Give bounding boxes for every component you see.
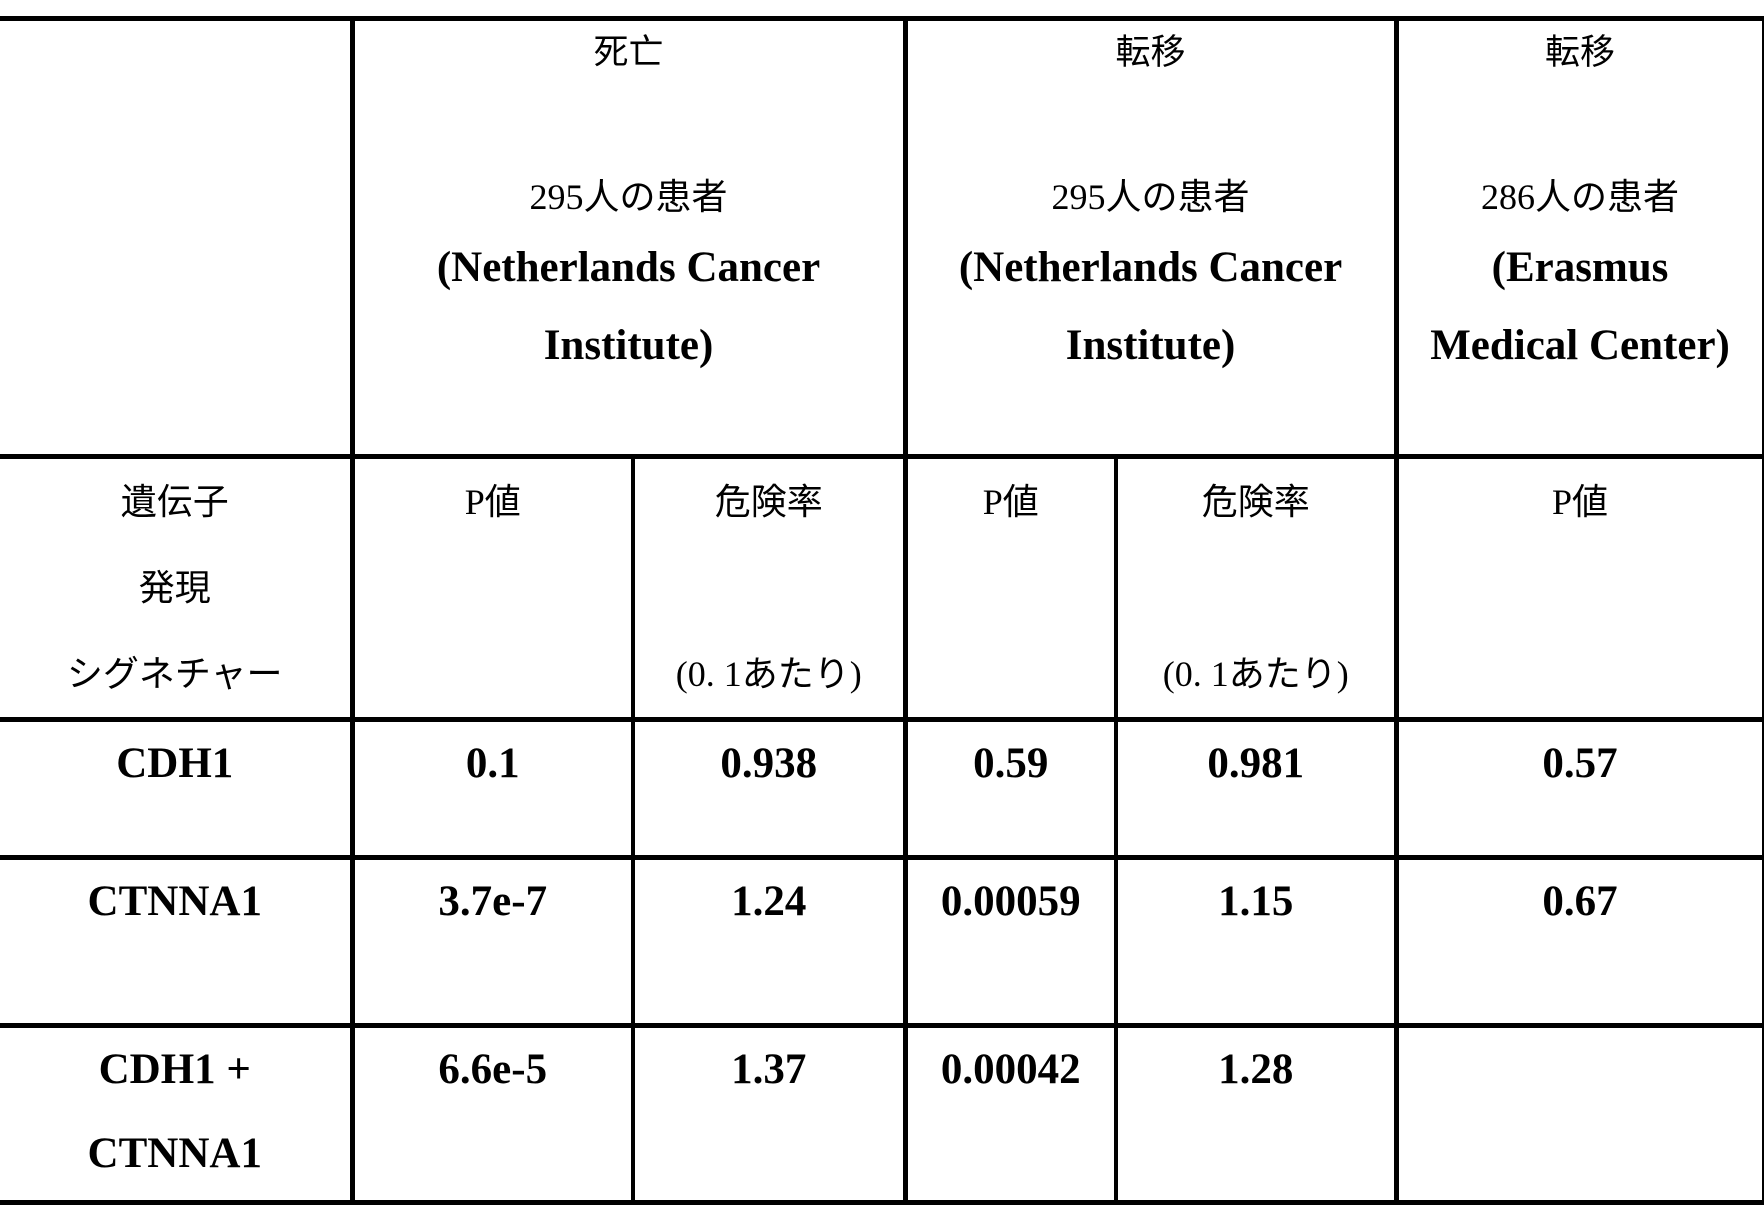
table-row: CDH1 0.1 0.938 0.59 0.981 0.57 bbox=[0, 720, 1764, 858]
subheader-gene-line3: シグネチャー bbox=[0, 631, 350, 717]
header-group-metastasis-erasmus: 転移 286人の患者 (Erasmus Medical Center) bbox=[1396, 19, 1764, 457]
gene-name-line1: CDH1 + bbox=[0, 1028, 350, 1112]
header-blank-cell bbox=[0, 19, 352, 457]
header-event-metastasis: 転移 bbox=[908, 33, 1394, 73]
header-source-line1: (Netherlands Cancer bbox=[908, 225, 1394, 311]
subheader-hazard-unit: (0. 1あたり) bbox=[1118, 631, 1394, 717]
gene-cell: CDH1 + CTNNA1 bbox=[0, 1026, 352, 1200]
table-row: CTNNA1 3.7e-7 1.24 0.00059 1.15 0.67 bbox=[0, 858, 1764, 1026]
subheader-gene-line1: 遺伝子 bbox=[0, 459, 350, 545]
header-group-metastasis-nki: 転移 295人の患者 (Netherlands Cancer Institute… bbox=[905, 19, 1396, 457]
p-value-cell: 0.00059 bbox=[905, 858, 1116, 1026]
p-value-cell: 0.67 bbox=[1396, 858, 1764, 1026]
gene-signature-table: 死亡 295人の患者 (Netherlands Cancer Institute… bbox=[0, 16, 1764, 1200]
subheader-gene-signature: 遺伝子 発現 シグネチャー bbox=[0, 457, 352, 720]
p-value-cell: 0.00042 bbox=[905, 1026, 1116, 1200]
subheader-p-value-label: P値 bbox=[908, 459, 1115, 545]
subheader-p-value-label: P値 bbox=[1399, 459, 1762, 545]
gene-cell: CTNNA1 bbox=[0, 858, 352, 1026]
hazard-ratio-cell: 1.28 bbox=[1116, 1026, 1396, 1200]
header-source-line1: (Netherlands Cancer bbox=[355, 225, 903, 311]
header-event-death: 死亡 bbox=[355, 33, 903, 73]
subheader-hazard-unit: (0. 1あたり) bbox=[635, 631, 903, 717]
subheader-p-value-label: P値 bbox=[355, 459, 632, 545]
header-group-row: 死亡 295人の患者 (Netherlands Cancer Institute… bbox=[0, 19, 1764, 457]
header-group-death: 死亡 295人の患者 (Netherlands Cancer Institute… bbox=[352, 19, 905, 457]
subheader-p-value: P値 bbox=[1396, 457, 1764, 720]
table-row: CDH1 + CTNNA1 6.6e-5 1.37 0.00042 1.28 bbox=[0, 1026, 1764, 1200]
header-source-line2: Institute) bbox=[908, 311, 1394, 381]
subheader-p-value: P値 bbox=[905, 457, 1116, 720]
p-value-cell: 0.1 bbox=[352, 720, 633, 858]
hazard-ratio-cell: 1.24 bbox=[633, 858, 905, 1026]
subheader-p-value: P値 bbox=[352, 457, 633, 720]
header-source-line1: (Erasmus bbox=[1399, 225, 1762, 311]
gene-name: CTNNA1 bbox=[0, 860, 350, 944]
p-value-cell: 0.57 bbox=[1396, 720, 1764, 858]
header-patients-count: 295人の患者 bbox=[355, 177, 903, 225]
header-source-line2: Medical Center) bbox=[1399, 311, 1762, 381]
subheader-gene-line2: 発現 bbox=[0, 545, 350, 631]
hazard-ratio-cell: 0.938 bbox=[633, 720, 905, 858]
hazard-ratio-cell: 0.981 bbox=[1116, 720, 1396, 858]
subheader-hazard-label: 危険率 bbox=[1118, 459, 1394, 545]
header-event-metastasis: 転移 bbox=[1399, 33, 1762, 73]
gene-name: CDH1 bbox=[0, 722, 350, 806]
table-bottom-rule bbox=[0, 1200, 1764, 1205]
subheader-hazard-ratio: 危険率 (0. 1あたり) bbox=[1116, 457, 1396, 720]
header-source-line2: Institute) bbox=[355, 311, 903, 381]
gene-cell: CDH1 bbox=[0, 720, 352, 858]
hazard-ratio-cell: 1.37 bbox=[633, 1026, 905, 1200]
gene-name-line2: CTNNA1 bbox=[0, 1112, 350, 1196]
subheader-hazard-ratio: 危険率 (0. 1あたり) bbox=[633, 457, 905, 720]
hazard-ratio-cell: 1.15 bbox=[1116, 858, 1396, 1026]
p-value-cell: 0.59 bbox=[905, 720, 1116, 858]
header-patients-count: 286人の患者 bbox=[1399, 177, 1762, 225]
p-value-cell bbox=[1396, 1026, 1764, 1200]
p-value-cell: 6.6e-5 bbox=[352, 1026, 633, 1200]
subheader-hazard-label: 危険率 bbox=[635, 459, 903, 545]
subheader-row: 遺伝子 発現 シグネチャー P値 危険率 (0. 1あたり) P値 危険率 (0… bbox=[0, 457, 1764, 720]
header-patients-count: 295人の患者 bbox=[908, 177, 1394, 225]
p-value-cell: 3.7e-7 bbox=[352, 858, 633, 1026]
